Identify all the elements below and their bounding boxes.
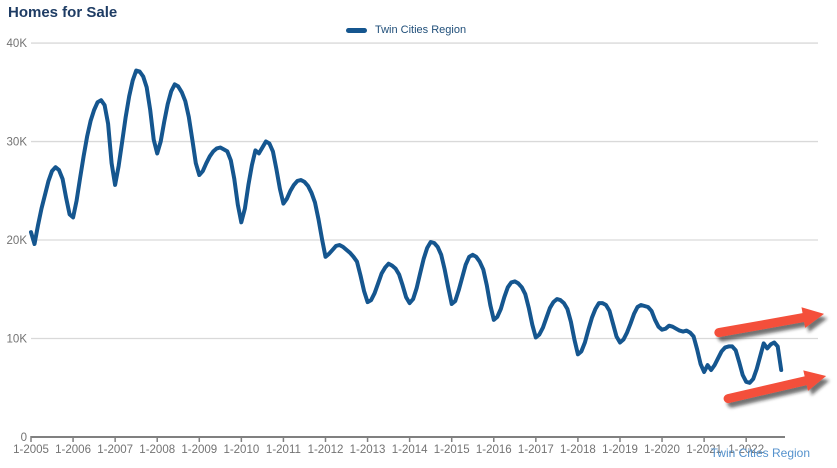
- x-axis-label-1-2013: 1-2013: [350, 444, 386, 456]
- x-axis-label-1-2018: 1-2018: [560, 444, 596, 456]
- y-axis-label-30K: 30K: [7, 137, 28, 149]
- trend-arrow-1: [714, 307, 825, 338]
- legend: Twin Cities Region: [346, 24, 466, 36]
- x-axis-label-1-2020: 1-2020: [644, 444, 680, 456]
- x-axis-label-1-2008: 1-2008: [139, 444, 175, 456]
- x-axis-label-1-2010: 1-2010: [223, 444, 259, 456]
- x-axis-label-1-2016: 1-2016: [476, 444, 512, 456]
- trend-arrow-shaft: [714, 312, 810, 338]
- trend-arrow-head: [801, 307, 825, 328]
- x-axis-label-1-2006: 1-2006: [55, 444, 91, 456]
- x-axis-label-1-2011: 1-2011: [266, 444, 301, 456]
- y-axis-label-0: 0: [21, 432, 27, 444]
- y-axis-label-40K: 40K: [7, 38, 28, 50]
- trend-arrow-head: [803, 370, 827, 391]
- chart-title: Homes for Sale: [8, 4, 118, 21]
- x-axis-label-1-2021: 1-2021: [686, 444, 722, 456]
- trend-arrow-shaft: [723, 375, 813, 404]
- x-axis-label-1-2005: 1-2005: [13, 444, 49, 456]
- x-axis-label-1-2009: 1-2009: [181, 444, 217, 456]
- x-axis-label-1-2012: 1-2012: [308, 444, 344, 456]
- x-axis-label-1-2014: 1-2014: [392, 444, 428, 456]
- trend-arrow-2: [723, 370, 827, 404]
- x-axis-label-1-2022: 1-2022: [728, 444, 764, 456]
- source-label: Twin Cities Region: [710, 446, 810, 460]
- x-axis-label-1-2007: 1-2007: [97, 444, 133, 456]
- x-axis-label-1-2017: 1-2017: [518, 444, 554, 456]
- y-axis-label-20K: 20K: [7, 235, 28, 247]
- y-axis-label-10K: 10K: [7, 334, 28, 346]
- series-line-twin-cities-region: [29, 68, 784, 385]
- x-axis-label-1-2019: 1-2019: [602, 444, 638, 456]
- x-axis-label-1-2015: 1-2015: [434, 444, 470, 456]
- legend-label: Twin Cities Region: [375, 24, 467, 36]
- legend-line-swatch-icon: [346, 27, 367, 33]
